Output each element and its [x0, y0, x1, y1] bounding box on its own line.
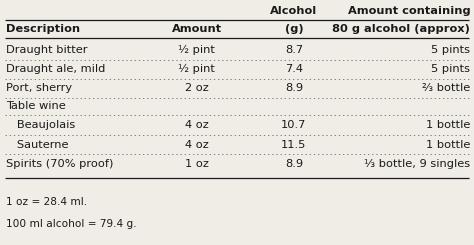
Text: ⅓ bottle, 9 singles: ⅓ bottle, 9 singles — [364, 159, 470, 169]
Text: 10.7: 10.7 — [281, 120, 307, 130]
Text: ½ pint: ½ pint — [178, 64, 215, 74]
Text: 7.4: 7.4 — [285, 64, 303, 74]
Text: Beaujolais: Beaujolais — [6, 120, 75, 130]
Text: Amount containing: Amount containing — [347, 6, 470, 16]
Text: 5 pints: 5 pints — [431, 64, 470, 74]
Text: 5 pints: 5 pints — [431, 45, 470, 55]
Text: 1 bottle: 1 bottle — [426, 140, 470, 149]
Text: 8.9: 8.9 — [285, 83, 303, 93]
Text: Spirits (70% proof): Spirits (70% proof) — [6, 159, 113, 169]
Text: 8.7: 8.7 — [285, 45, 303, 55]
Text: 100 ml alcohol = 79.4 g.: 100 ml alcohol = 79.4 g. — [6, 219, 137, 229]
Text: 2 oz: 2 oz — [185, 83, 209, 93]
Text: 1 bottle: 1 bottle — [426, 120, 470, 130]
Text: Draught ale, mild: Draught ale, mild — [6, 64, 105, 74]
Text: ½ pint: ½ pint — [178, 45, 215, 55]
Text: Sauterne: Sauterne — [6, 140, 68, 149]
Text: 1 oz: 1 oz — [185, 159, 209, 169]
Text: 4 oz: 4 oz — [185, 140, 209, 149]
Text: Amount: Amount — [172, 24, 222, 34]
Text: 1 oz = 28.4 ml.: 1 oz = 28.4 ml. — [6, 197, 87, 207]
Text: 4 oz: 4 oz — [185, 120, 209, 130]
Text: Table wine: Table wine — [6, 101, 65, 111]
Text: 11.5: 11.5 — [281, 140, 307, 149]
Text: Alcohol: Alcohol — [270, 6, 318, 16]
Text: Draught bitter: Draught bitter — [6, 45, 87, 55]
Text: 80 g alcohol (approx): 80 g alcohol (approx) — [332, 24, 470, 34]
Text: (g): (g) — [284, 24, 303, 34]
Text: ⅔ bottle: ⅔ bottle — [422, 83, 470, 93]
Text: 8.9: 8.9 — [285, 159, 303, 169]
Text: Description: Description — [6, 24, 80, 34]
Text: Port, sherry: Port, sherry — [6, 83, 72, 93]
